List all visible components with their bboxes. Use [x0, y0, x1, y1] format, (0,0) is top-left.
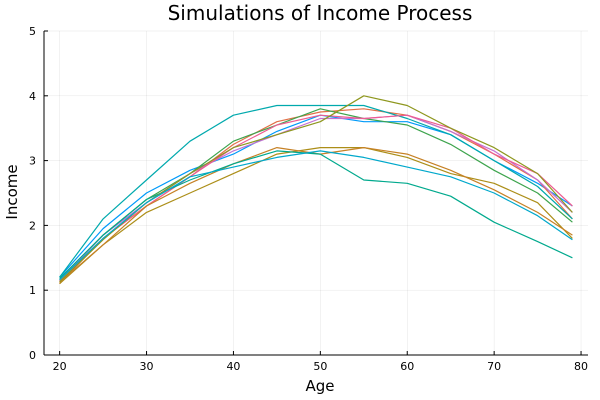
y-tick-label: 1	[29, 284, 36, 297]
series-line-7	[59, 114, 573, 281]
series-line-3	[59, 108, 573, 281]
chart-title: Simulations of Income Process	[168, 1, 473, 25]
x-tick-label: 80	[574, 360, 588, 373]
y-axis-title: Income	[3, 164, 21, 219]
x-tick-label: 40	[226, 360, 240, 373]
x-tick-label: 70	[487, 360, 501, 373]
series-line-5	[59, 147, 573, 285]
y-tick-label: 4	[29, 90, 36, 103]
x-tick-label: 60	[400, 360, 414, 373]
series-line-6	[59, 104, 573, 278]
y-tick-label: 2	[29, 219, 36, 232]
series-line-4	[59, 114, 573, 281]
x-tick-label: 20	[53, 360, 67, 373]
y-tick-label: 3	[29, 155, 36, 168]
grid	[44, 30, 588, 356]
y-tick-label: 5	[29, 25, 36, 38]
series-line-2	[59, 108, 573, 285]
series-line-11	[59, 150, 573, 281]
y-tick-label: 0	[29, 349, 36, 362]
axes	[43, 30, 588, 356]
series-line-9	[59, 150, 573, 279]
series-group	[59, 95, 573, 285]
x-tick-label: 50	[313, 360, 327, 373]
series-line-8	[59, 147, 573, 283]
series-line-1	[59, 114, 573, 278]
x-tick-label: 30	[140, 360, 154, 373]
tick-labels: 20 30 40 50 60 70 80 0 1 2 3 4 5	[29, 25, 588, 373]
x-axis-title: Age	[305, 377, 334, 395]
